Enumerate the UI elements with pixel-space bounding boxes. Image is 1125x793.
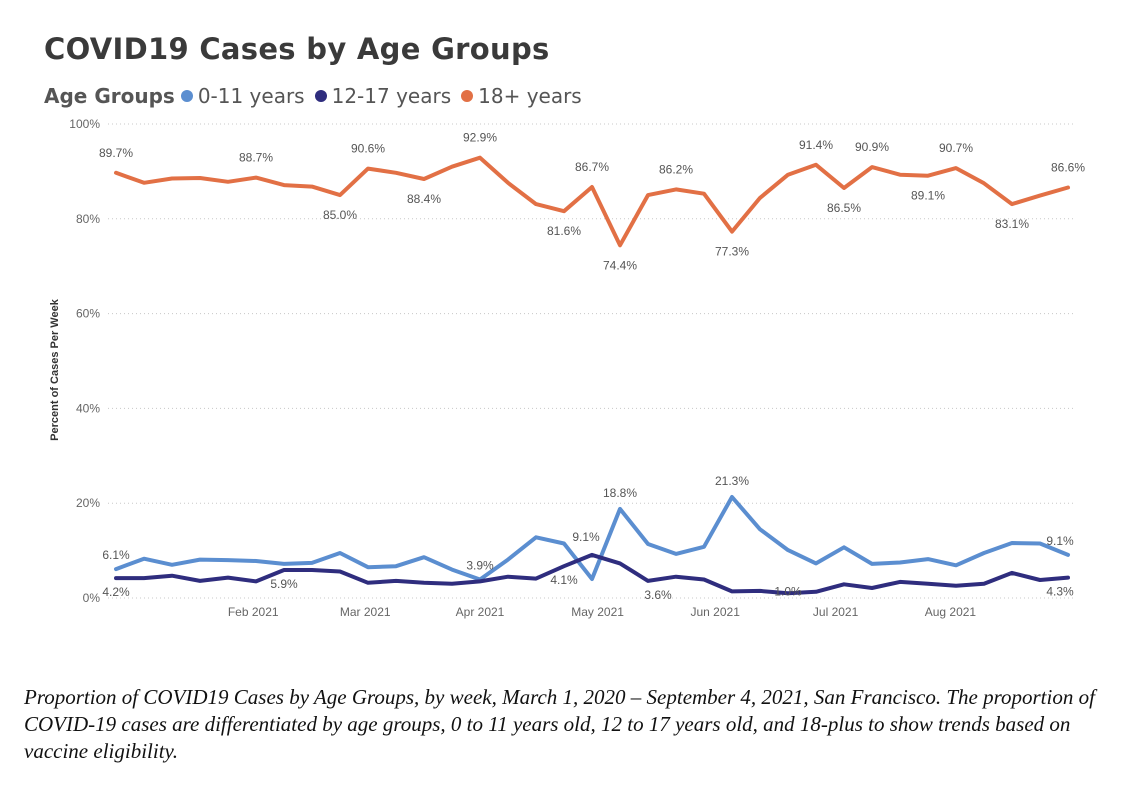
x-tick-label: Aug 2021 — [925, 605, 977, 619]
y-axis-ticks: 0% 20% 40% 60% 80% 100% — [69, 117, 100, 605]
x-tick-label: Jul 2021 — [813, 605, 859, 619]
x-tick-label: Apr 2021 — [456, 605, 505, 619]
y-tick-label: 100% — [69, 117, 100, 131]
data-label-18-plus: 83.1% — [995, 217, 1029, 231]
data-label-12-17: 4.3% — [1046, 585, 1074, 599]
data-label-18-plus: 77.3% — [715, 245, 749, 259]
x-axis-ticks: Feb 2021 Mar 2021 Apr 2021 May 2021 Jun 2021… — [228, 605, 977, 619]
data-label-18-plus: 74.4% — [603, 258, 637, 272]
data-label-18-plus: 86.2% — [659, 162, 693, 176]
data-label-12-17: 4.1% — [550, 573, 578, 587]
x-tick-label: Feb 2021 — [228, 605, 279, 619]
data-label-12-17: 5.9% — [270, 577, 298, 591]
chart-title: COVID19 Cases by Age Groups — [44, 32, 550, 66]
data-label-12-17: 4.2% — [102, 585, 130, 599]
data-label-0-11: 9.1% — [1046, 534, 1074, 548]
series-lines — [114, 155, 1070, 596]
y-axis-label: Percent of Cases Per Week — [49, 298, 61, 441]
data-label-18-plus: 85.0% — [323, 208, 357, 222]
y-tick-label: 60% — [76, 307, 100, 321]
x-tick-label: May 2021 — [571, 605, 624, 619]
data-label-18-plus: 86.7% — [575, 160, 609, 174]
legend-dot-18-plus — [461, 90, 474, 102]
legend-title: Age Groups — [44, 84, 175, 108]
legend-label-18-plus: 18+ years — [478, 84, 582, 108]
figure-caption: Proportion of COVID19 Cases by Age Group… — [24, 685, 1095, 763]
data-labels: 89.7% 88.7% 85.0% 90.6% 88.4% 92.9% 81.6% 86.7%… — [99, 131, 1085, 602]
legend-item-12-17[interactable]: 12-17 years — [314, 84, 452, 108]
data-label-18-plus: 90.9% — [855, 140, 889, 154]
data-label-18-plus: 90.7% — [939, 141, 973, 155]
data-label-12-17: 1.0% — [774, 584, 802, 598]
data-label-0-11: 21.3% — [715, 474, 749, 488]
y-tick-label: 0% — [83, 591, 101, 605]
data-label-0-11: 6.1% — [102, 548, 130, 562]
data-label-18-plus: 81.6% — [547, 224, 581, 238]
data-label-18-plus: 88.4% — [407, 192, 441, 206]
legend: Age Groups 0-11 years 12-17 years 18+ ye… — [44, 84, 592, 108]
data-label-12-17: 9.1% — [572, 530, 600, 544]
legend-label-0-11: 0-11 years — [197, 84, 305, 108]
x-tick-label: Mar 2021 — [340, 605, 391, 619]
data-label-18-plus: 89.1% — [911, 189, 945, 203]
data-label-18-plus: 86.5% — [827, 201, 861, 215]
legend-dot-0-11 — [180, 90, 193, 102]
data-label-18-plus: 92.9% — [463, 131, 497, 145]
data-label-0-11: 3.9% — [466, 559, 494, 573]
data-label-18-plus: 88.7% — [239, 151, 273, 165]
legend-item-0-11[interactable]: 0-11 years — [180, 84, 305, 108]
data-label-18-plus: 91.4% — [799, 138, 833, 152]
legend-dot-12-17 — [314, 90, 327, 102]
y-tick-label: 80% — [76, 212, 100, 226]
y-tick-label: 40% — [76, 401, 100, 415]
line-chart: 0% 20% 40% 60% 80% 100% Feb 2021 Mar 2021 Apr 2… — [49, 117, 1085, 619]
data-label-0-11: 18.8% — [603, 486, 637, 500]
data-label-18-plus: 86.6% — [1051, 161, 1085, 175]
x-tick-label: Jun 2021 — [691, 605, 741, 619]
data-label-18-plus: 90.6% — [351, 142, 385, 156]
data-label-12-17: 3.6% — [644, 588, 672, 602]
legend-item-18-plus[interactable]: 18+ years — [461, 84, 582, 108]
y-tick-label: 20% — [76, 496, 100, 510]
legend-label-12-17: 12-17 years — [331, 84, 452, 108]
data-label-18-plus: 89.7% — [99, 146, 133, 160]
